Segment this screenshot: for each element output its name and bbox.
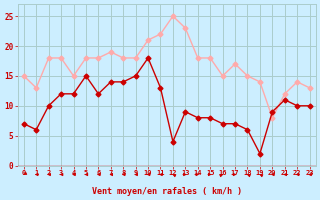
X-axis label: Vent moyen/en rafales ( km/h ): Vent moyen/en rafales ( km/h ): [92, 187, 242, 196]
